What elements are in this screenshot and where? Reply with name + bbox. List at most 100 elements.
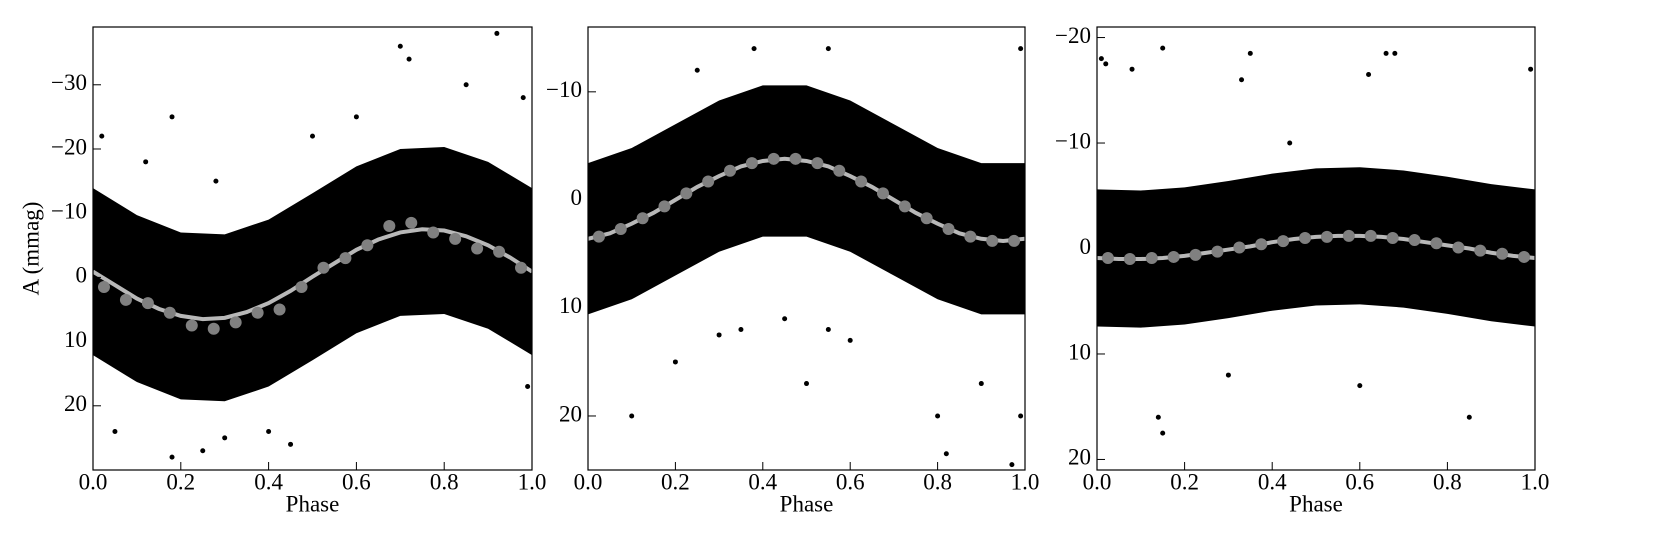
- y-tick-label: 10: [559, 293, 582, 318]
- binned-point: [920, 212, 933, 225]
- binned-point: [614, 223, 627, 236]
- x-tick-label: 1.0: [518, 469, 547, 494]
- data-point: [943, 451, 949, 457]
- binned-point: [1386, 231, 1399, 244]
- x-tick-label: 0.8: [430, 469, 459, 494]
- y-tick-label: 0: [571, 185, 583, 210]
- data-point: [1225, 372, 1231, 378]
- binned-point: [449, 232, 462, 245]
- plot-area: [93, 30, 532, 460]
- data-point: [1383, 50, 1389, 56]
- binned-point: [251, 306, 264, 319]
- data-point: [169, 114, 175, 120]
- binned-point: [471, 242, 484, 255]
- data-point: [1155, 414, 1161, 420]
- binned-point: [855, 175, 868, 188]
- binned-point: [789, 152, 802, 165]
- binned-point: [1167, 250, 1180, 263]
- data-point: [804, 381, 809, 387]
- binned-point: [986, 234, 999, 247]
- data-point: [629, 413, 635, 419]
- binned-point: [163, 306, 176, 319]
- data-point: [935, 413, 941, 419]
- plot-area: [588, 46, 1025, 468]
- binned-point: [295, 281, 308, 294]
- data-point: [222, 435, 228, 441]
- data-point: [1528, 66, 1534, 72]
- data-point: [1357, 383, 1363, 389]
- data-point: [1103, 61, 1109, 67]
- binned-point: [1474, 244, 1487, 257]
- binned-point: [1299, 231, 1312, 244]
- binned-point: [1277, 235, 1290, 248]
- binned-point: [1364, 229, 1377, 242]
- x-tick-label: 0.4: [254, 469, 283, 494]
- data-point: [1392, 50, 1398, 56]
- y-tick-label: 0: [76, 263, 88, 288]
- binned-point: [964, 230, 977, 243]
- x-axis-label: Phase: [780, 491, 834, 516]
- data-point: [694, 67, 700, 73]
- y-tick-label: 0: [1080, 234, 1092, 259]
- binned-point: [1320, 230, 1333, 243]
- axes-frame: [587, 26, 1026, 471]
- data-point: [1098, 56, 1104, 62]
- binned-point: [680, 187, 693, 200]
- x-tick-label: 0.6: [1345, 469, 1374, 494]
- data-point: [397, 43, 403, 49]
- data-point: [825, 327, 831, 333]
- x-axis-label: Phase: [1289, 491, 1343, 516]
- binned-point: [207, 322, 220, 335]
- binned-point: [1342, 229, 1355, 242]
- data-point: [353, 114, 359, 120]
- data-point: [112, 428, 118, 434]
- x-tick-label: 0.2: [661, 469, 690, 494]
- data-point: [782, 316, 788, 322]
- data-point: [143, 159, 149, 165]
- data-point: [1160, 45, 1166, 51]
- binned-point: [339, 252, 352, 265]
- binned-point: [636, 212, 649, 225]
- data-point: [99, 133, 105, 139]
- data-point: [978, 381, 984, 387]
- binned-point: [229, 316, 242, 329]
- binned-point: [515, 261, 528, 274]
- data-point: [716, 332, 722, 338]
- x-tick-label: 0.4: [1258, 469, 1287, 494]
- binned-point: [1189, 248, 1202, 261]
- data-point: [406, 56, 412, 62]
- y-tick-label: −20: [1055, 23, 1091, 48]
- data-point: [738, 327, 744, 333]
- data-point: [520, 95, 526, 101]
- y-tick-label: 10: [1068, 339, 1091, 364]
- binned-point: [811, 157, 824, 170]
- x-tick-label: 0.0: [1083, 469, 1112, 494]
- binned-point: [876, 187, 889, 200]
- data-cloud: [93, 147, 532, 402]
- y-tick-label: −20: [51, 134, 87, 159]
- data-point: [1466, 414, 1472, 420]
- data-point: [1366, 71, 1372, 77]
- x-tick-label: 0.8: [923, 469, 952, 494]
- binned-point: [658, 200, 671, 213]
- plot-area: [1097, 45, 1535, 436]
- data-point: [288, 441, 294, 447]
- binned-point: [767, 152, 780, 165]
- data-point: [463, 82, 469, 88]
- data-point: [1018, 413, 1024, 419]
- x-tick-label: 1.0: [1521, 469, 1550, 494]
- data-point: [266, 428, 272, 434]
- y-tick-label: 20: [1068, 445, 1091, 470]
- x-tick-label: 0.0: [79, 469, 108, 494]
- y-tick-label: −10: [546, 77, 582, 102]
- binned-point: [185, 319, 198, 332]
- binned-point: [833, 164, 846, 177]
- data-point: [672, 359, 678, 365]
- data-cloud: [588, 85, 1025, 315]
- binned-point: [141, 297, 154, 310]
- panel: 0.0 0.2 0.4 0.6 0.8 1.0 −30 −20 −10 0 10 20 Phase A (…: [18, 26, 547, 516]
- x-tick-label: 0.6: [342, 469, 371, 494]
- binned-point: [1008, 234, 1021, 247]
- binned-point: [1430, 237, 1443, 250]
